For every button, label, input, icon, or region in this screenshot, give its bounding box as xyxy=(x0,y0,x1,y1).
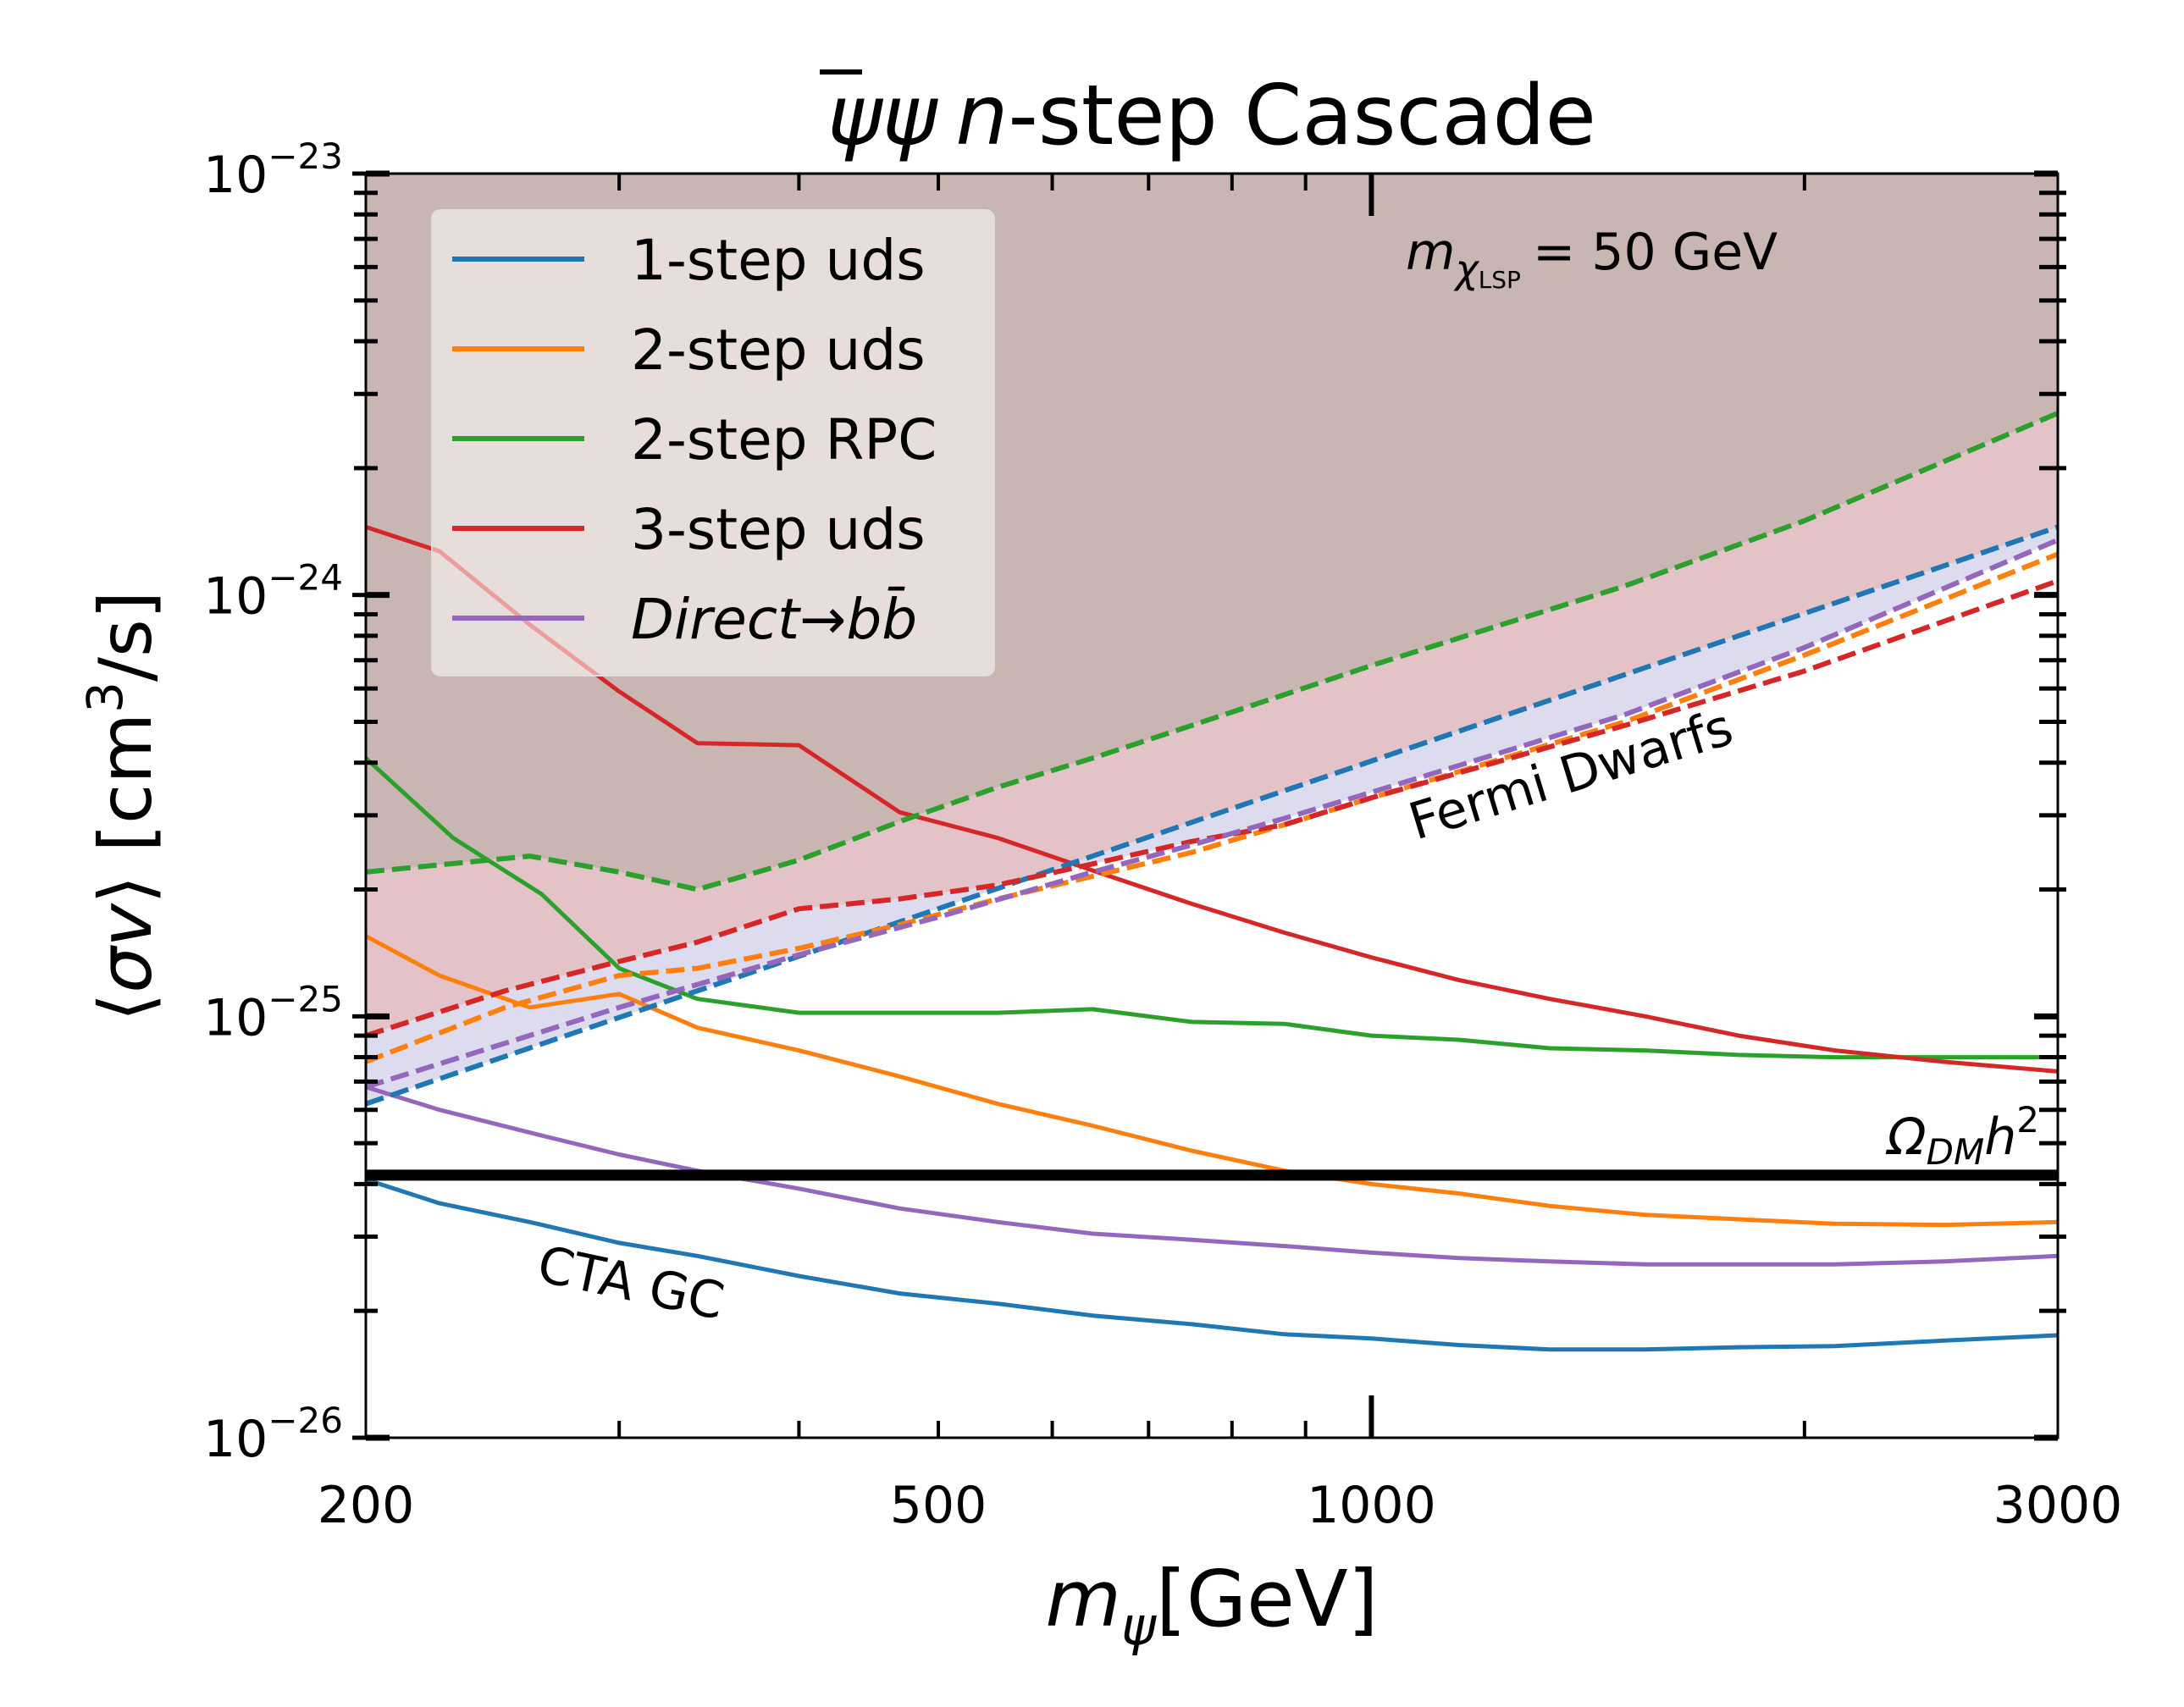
x-tick-label: 200 xyxy=(318,1476,415,1535)
legend-label-3-step-uds: 3-step uds xyxy=(631,497,926,562)
series-lines xyxy=(366,411,2058,1352)
cta-line-1-step-uds xyxy=(366,1177,2058,1352)
legend-label-2-step-uds: 2-step uds xyxy=(631,318,926,383)
cta-gc-annotation: CTA GC xyxy=(533,1235,729,1332)
x-tick-label: 3000 xyxy=(1993,1476,2123,1535)
fermi-line-direct-bb xyxy=(366,538,2058,1090)
x-tick-label: 1000 xyxy=(1307,1476,1436,1535)
legend: 1-step uds 2-step uds 2-step RPC 3-step … xyxy=(431,209,995,677)
x-tick-labels: 200 500 1000 3000 xyxy=(318,1476,2123,1535)
y-tick-label: 10−25 xyxy=(203,978,343,1047)
y-tick-label: 10−26 xyxy=(203,1400,343,1469)
relic-annotation: ΩDMh2 xyxy=(1885,1099,2039,1173)
y-axis-label: ⟨σv⟩ [cm3/s] xyxy=(76,591,169,1022)
x-tick-label: 500 xyxy=(890,1476,987,1535)
legend-label-1-step-uds: 1-step uds xyxy=(631,228,926,293)
legend-box xyxy=(431,209,995,677)
plot-frame xyxy=(364,172,2060,1439)
fermi-line-1-step-uds xyxy=(366,524,2058,1107)
cta-line-2-step-rpc xyxy=(366,756,2058,1060)
legend-label-2-step-rpc: 2-step RPC xyxy=(631,407,937,472)
x-axis-label: mψ[GeV] xyxy=(1045,1554,1378,1657)
cta-line-2-step-uds xyxy=(366,934,2058,1228)
cta-line-3-step-uds xyxy=(366,525,2058,1074)
y-tick-label: 10−23 xyxy=(203,135,343,205)
cta-line-direct-bb xyxy=(366,1085,2058,1267)
mass-annotation: mχLSP = 50 GeV xyxy=(1406,223,1778,294)
fermi-line-3-step-uds xyxy=(366,578,2058,1038)
fermi-band-fill xyxy=(366,413,2058,1036)
fermi-line-2-step-uds xyxy=(366,551,2058,1064)
axis-ticks xyxy=(352,170,2066,1441)
fermi-line-2-step-rpc xyxy=(366,411,2058,892)
y-tick-label: 10−24 xyxy=(203,557,343,627)
chart-title: ψψ n-step Cascade xyxy=(827,68,1596,164)
y-tick-labels: 10−26 10−25 10−24 10−23 xyxy=(203,135,343,1469)
legend-label-direct-bb: Direct→bb̄ xyxy=(631,587,917,652)
